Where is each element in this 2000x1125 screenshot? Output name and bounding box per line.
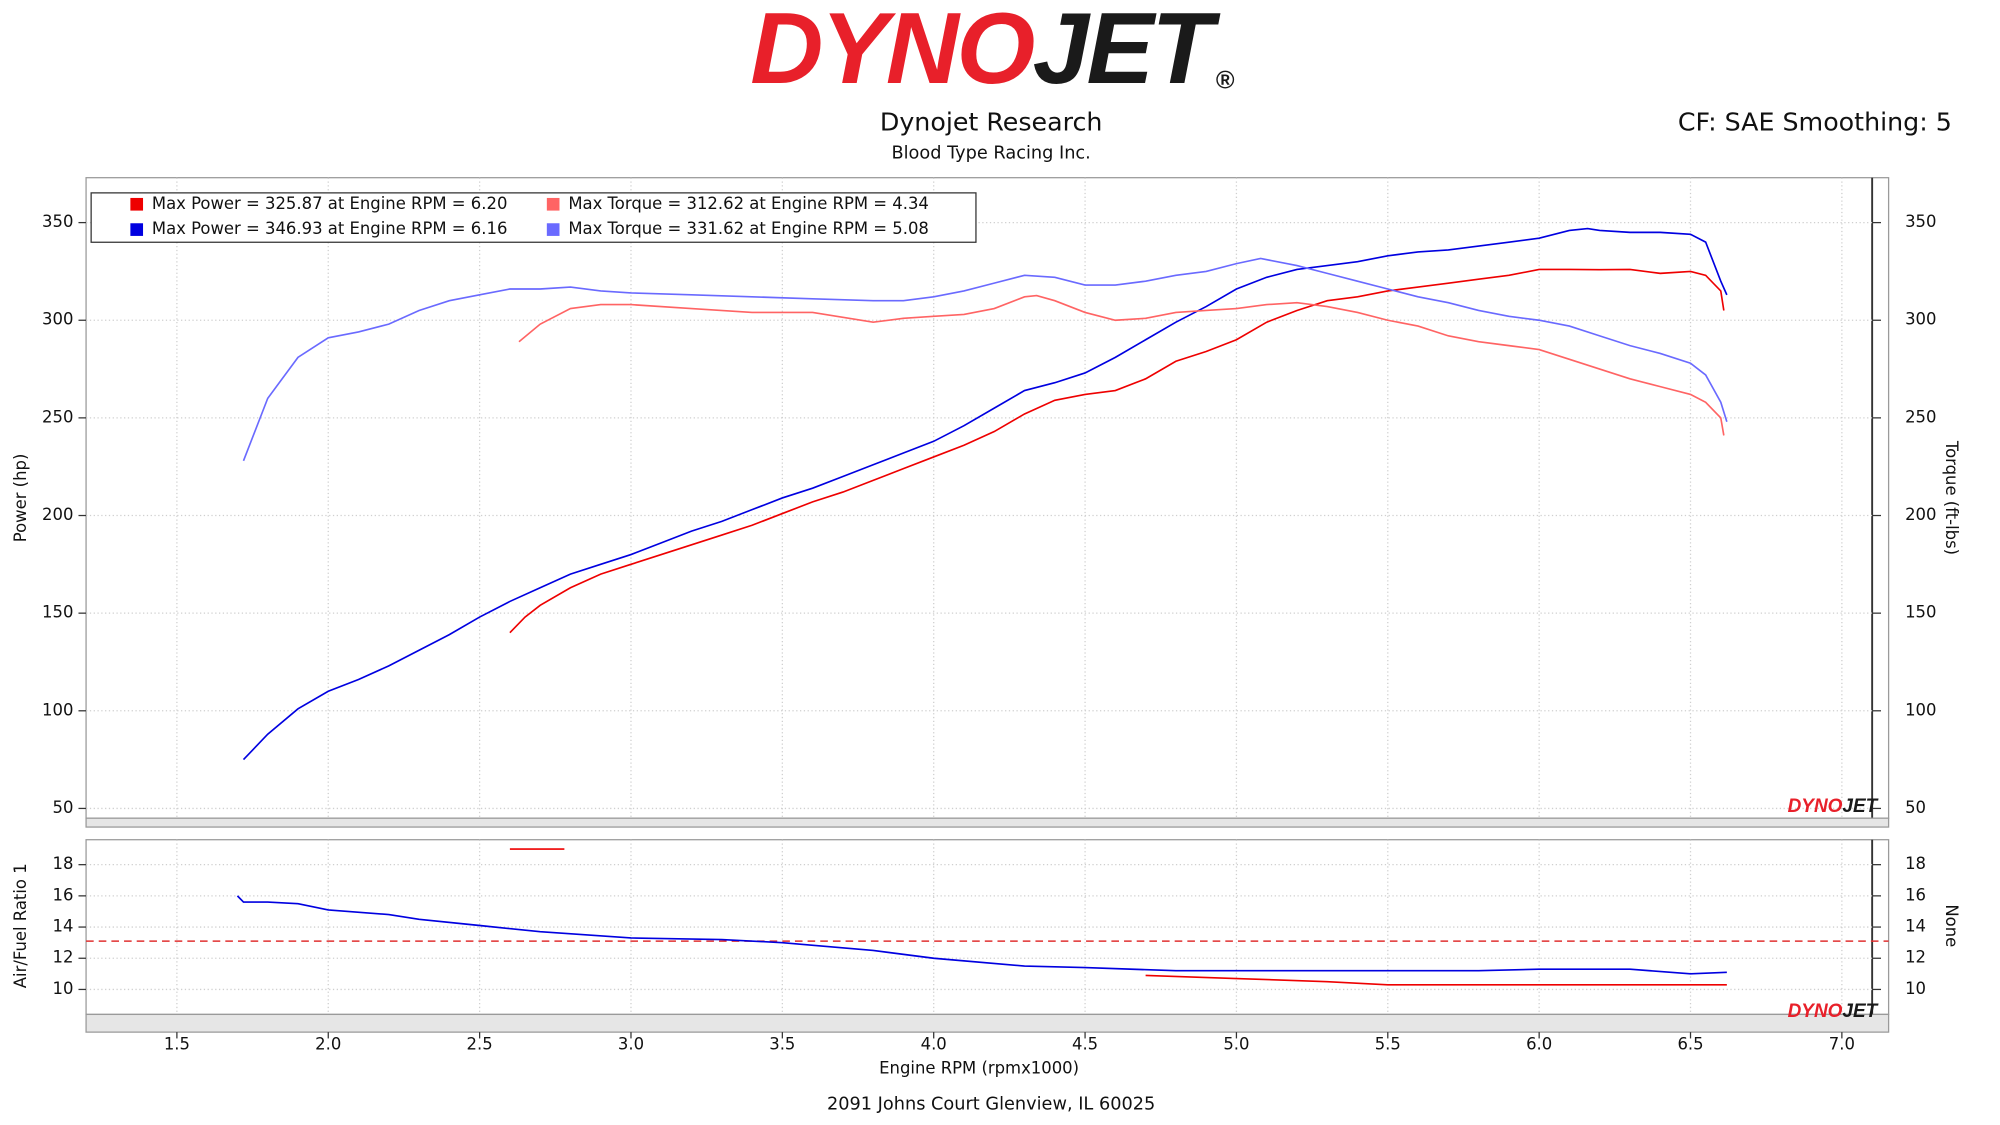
x-tick-label: 6.5	[1677, 1034, 1703, 1053]
y2-tick-label: 300	[1905, 310, 1936, 329]
legend-label: Max Torque = 331.62 at Engine RPM = 5.08	[568, 219, 929, 238]
legend-swatch	[546, 197, 560, 211]
series-line	[518, 294, 1725, 436]
watermark-left: DYNO	[1788, 1001, 1843, 1022]
watermark-right: JET	[1842, 796, 1878, 817]
x-tick-label: 5.5	[1375, 1034, 1401, 1053]
y-tick-label: 250	[42, 407, 73, 426]
y-tick-label: 200	[42, 505, 73, 524]
watermark: DYNOJET	[1788, 796, 1879, 817]
x-tick-label: 2.0	[315, 1034, 341, 1053]
legend-label: Max Power = 346.93 at Engine RPM = 6.16	[152, 219, 508, 238]
legend-box	[90, 192, 977, 243]
series-line	[236, 895, 1727, 975]
y2-tick-label: 100	[1905, 700, 1936, 719]
x-axis-band	[85, 817, 1890, 828]
y2-tick-label: 250	[1905, 407, 1936, 426]
y2-tick-label: 200	[1905, 505, 1936, 524]
watermark: DYNOJET	[1788, 1001, 1879, 1022]
x-tick-label: 7.0	[1829, 1034, 1855, 1053]
y-tick-label: 350	[42, 212, 73, 231]
y-tick-label: 12	[52, 948, 73, 967]
settings: CF: SAE Smoothing: 5	[1678, 107, 1952, 136]
y2-tick-label: 50	[1905, 798, 1926, 817]
y2-tick-label: 150	[1905, 603, 1936, 622]
x-tick-label: 5.0	[1223, 1034, 1249, 1053]
y2-axis-title: None	[1942, 904, 1961, 947]
y2-tick-label: 14	[1905, 917, 1926, 936]
legend-swatch	[130, 223, 144, 236]
series-line	[509, 268, 1725, 634]
y2-tick-label: 16	[1905, 885, 1926, 904]
y-tick-label: 150	[42, 603, 73, 622]
x-tick-label: 2.5	[467, 1034, 493, 1053]
series-line	[242, 227, 1728, 761]
logo-left: DYNO	[750, 0, 1034, 105]
y-tick-label: 16	[52, 885, 73, 904]
subtitle: Blood Type Racing Inc.	[891, 144, 1090, 164]
logo: DYNOJET ®	[750, 0, 1235, 105]
series-line	[509, 848, 1727, 986]
y-tick-label: 14	[52, 917, 73, 936]
y2-tick-label: 12	[1905, 948, 1926, 967]
charts: 50 100 150 200 250 300 350 50 100 150 200 250 300 350…	[11, 177, 1961, 1077]
y-tick-label: 100	[42, 700, 73, 719]
y2-tick-label: 10	[1905, 979, 1926, 998]
watermark-right: JET	[1842, 1001, 1878, 1022]
x-tick-label: 3.5	[769, 1034, 795, 1053]
y-axis-title: Power (hp)	[11, 454, 30, 543]
x-tick-label: 6.0	[1526, 1034, 1552, 1053]
plot-area	[85, 177, 1890, 819]
y-tick-label: 300	[42, 310, 73, 329]
legend-label: Max Torque = 312.62 at Engine RPM = 4.34	[568, 194, 929, 213]
x-tick-label: 4.0	[921, 1034, 947, 1053]
legend-label: Max Power = 325.87 at Engine RPM = 6.20	[152, 194, 508, 213]
x-axis-title: Engine RPM (rpmx1000)	[879, 1058, 1079, 1077]
logo-right: JET	[1033, 0, 1221, 105]
y2-tick-label: 18	[1905, 854, 1926, 873]
watermark-left: DYNO	[1788, 796, 1843, 817]
legend-swatch	[546, 223, 560, 236]
legend-swatch	[130, 197, 144, 211]
title: Dynojet Research	[880, 107, 1103, 136]
y-tick-label: 10	[52, 979, 73, 998]
y2-axis-title: Torque (ft-lbs)	[1942, 440, 1961, 555]
x-tick-label: 3.0	[618, 1034, 644, 1053]
y-axis-title: Air/Fuel Ratio 1	[11, 863, 30, 988]
x-tick-label: 1.5	[164, 1034, 190, 1053]
y-tick-label: 18	[52, 854, 73, 873]
y2-tick-label: 350	[1905, 212, 1936, 231]
footer: 2091 Johns Court Glenview, IL 60025	[827, 1094, 1155, 1114]
x-axis-band	[85, 1013, 1890, 1033]
series-line	[242, 257, 1728, 462]
y-tick-label: 50	[52, 798, 73, 817]
x-tick-label: 4.5	[1072, 1034, 1098, 1053]
